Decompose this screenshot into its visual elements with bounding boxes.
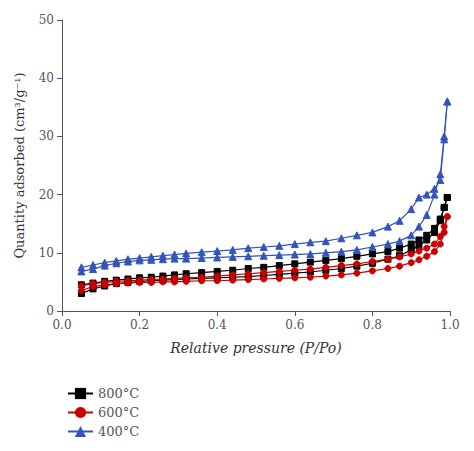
svg-text:Quantity adsorbed (cm³/g⁻¹): Quantity adsorbed (cm³/g⁻¹): [12, 72, 27, 258]
svg-text:400°C: 400°C: [98, 424, 139, 439]
svg-text:50: 50: [39, 13, 54, 27]
svg-text:20: 20: [39, 188, 54, 202]
svg-text:0.6: 0.6: [285, 318, 304, 332]
svg-text:30: 30: [39, 129, 54, 143]
svg-text:0.4: 0.4: [208, 318, 227, 332]
svg-text:0.8: 0.8: [363, 318, 382, 332]
svg-text:800°C: 800°C: [98, 386, 139, 401]
svg-text:0.0: 0.0: [52, 318, 71, 332]
svg-text:600°C: 600°C: [98, 405, 139, 420]
svg-text:1.0: 1.0: [440, 318, 459, 332]
svg-text:Relative pressure (P/Po): Relative pressure (P/Po): [169, 340, 342, 356]
svg-text:10: 10: [39, 246, 54, 260]
svg-text:0.2: 0.2: [130, 318, 149, 332]
svg-text:0: 0: [46, 304, 54, 318]
svg-text:40: 40: [39, 71, 54, 85]
